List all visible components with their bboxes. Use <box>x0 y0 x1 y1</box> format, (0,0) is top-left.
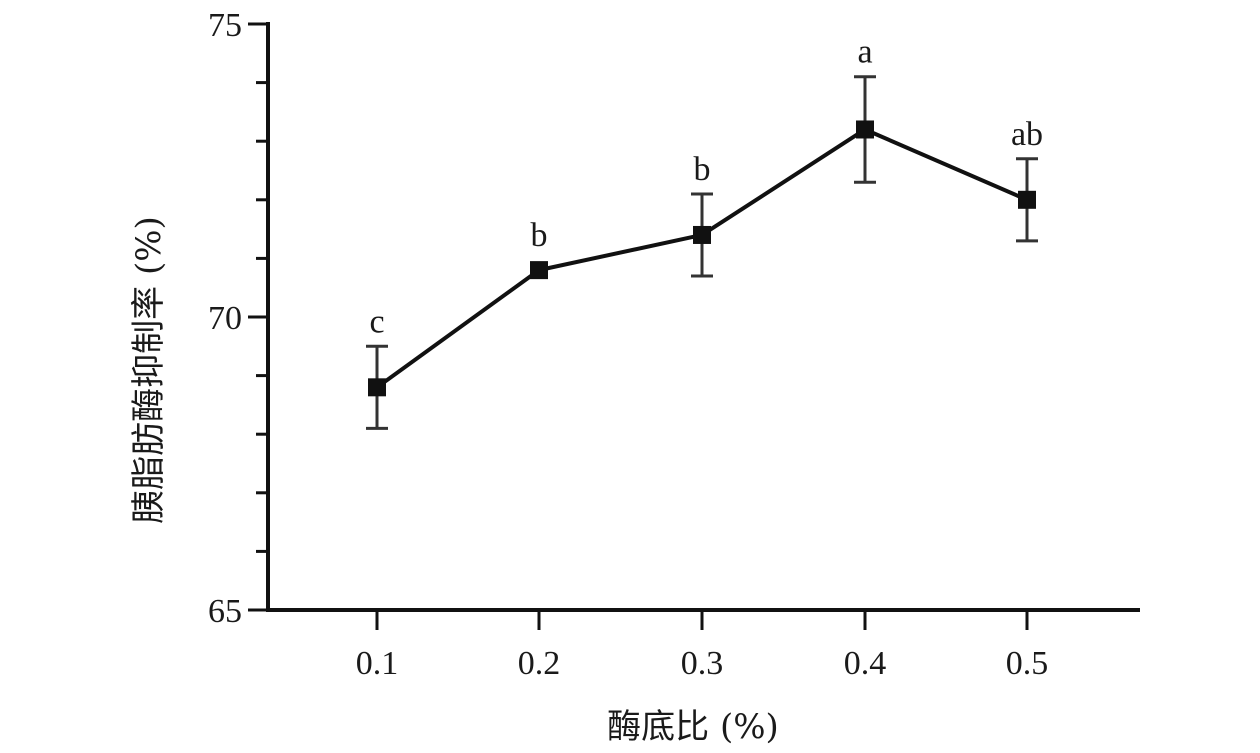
y-tick-label: 70 <box>208 300 242 337</box>
data-point <box>856 120 874 139</box>
data-point <box>1018 190 1036 209</box>
significance-label: b <box>694 151 711 188</box>
series <box>366 75 1038 430</box>
x-tick-label: 0.4 <box>844 645 887 682</box>
x-axis-title: 酶底比 (%) <box>607 707 779 747</box>
labels: c b b a ab <box>369 34 1043 341</box>
significance-label: ab <box>1011 116 1043 153</box>
x-tick-label: 0.3 <box>681 645 724 682</box>
data-point <box>530 261 548 280</box>
y-tick-label: 75 <box>208 7 242 44</box>
axes <box>266 22 1140 612</box>
x-tick-label: 0.2 <box>518 645 561 682</box>
data-point <box>693 225 711 244</box>
significance-label: b <box>531 217 548 254</box>
significance-label: a <box>857 34 872 71</box>
y-tick-label: 65 <box>208 593 242 630</box>
y-axis-title: 胰脂肪酶抑制率 (%) <box>129 216 169 524</box>
x-tick-label: 0.5 <box>1006 645 1049 682</box>
x-tick-label: 0.1 <box>356 645 399 682</box>
significance-label: c <box>369 303 384 340</box>
ticks: 65 70 75 0.1 0.2 0.3 0.4 0.5 <box>208 7 1048 682</box>
data-point <box>368 378 386 397</box>
